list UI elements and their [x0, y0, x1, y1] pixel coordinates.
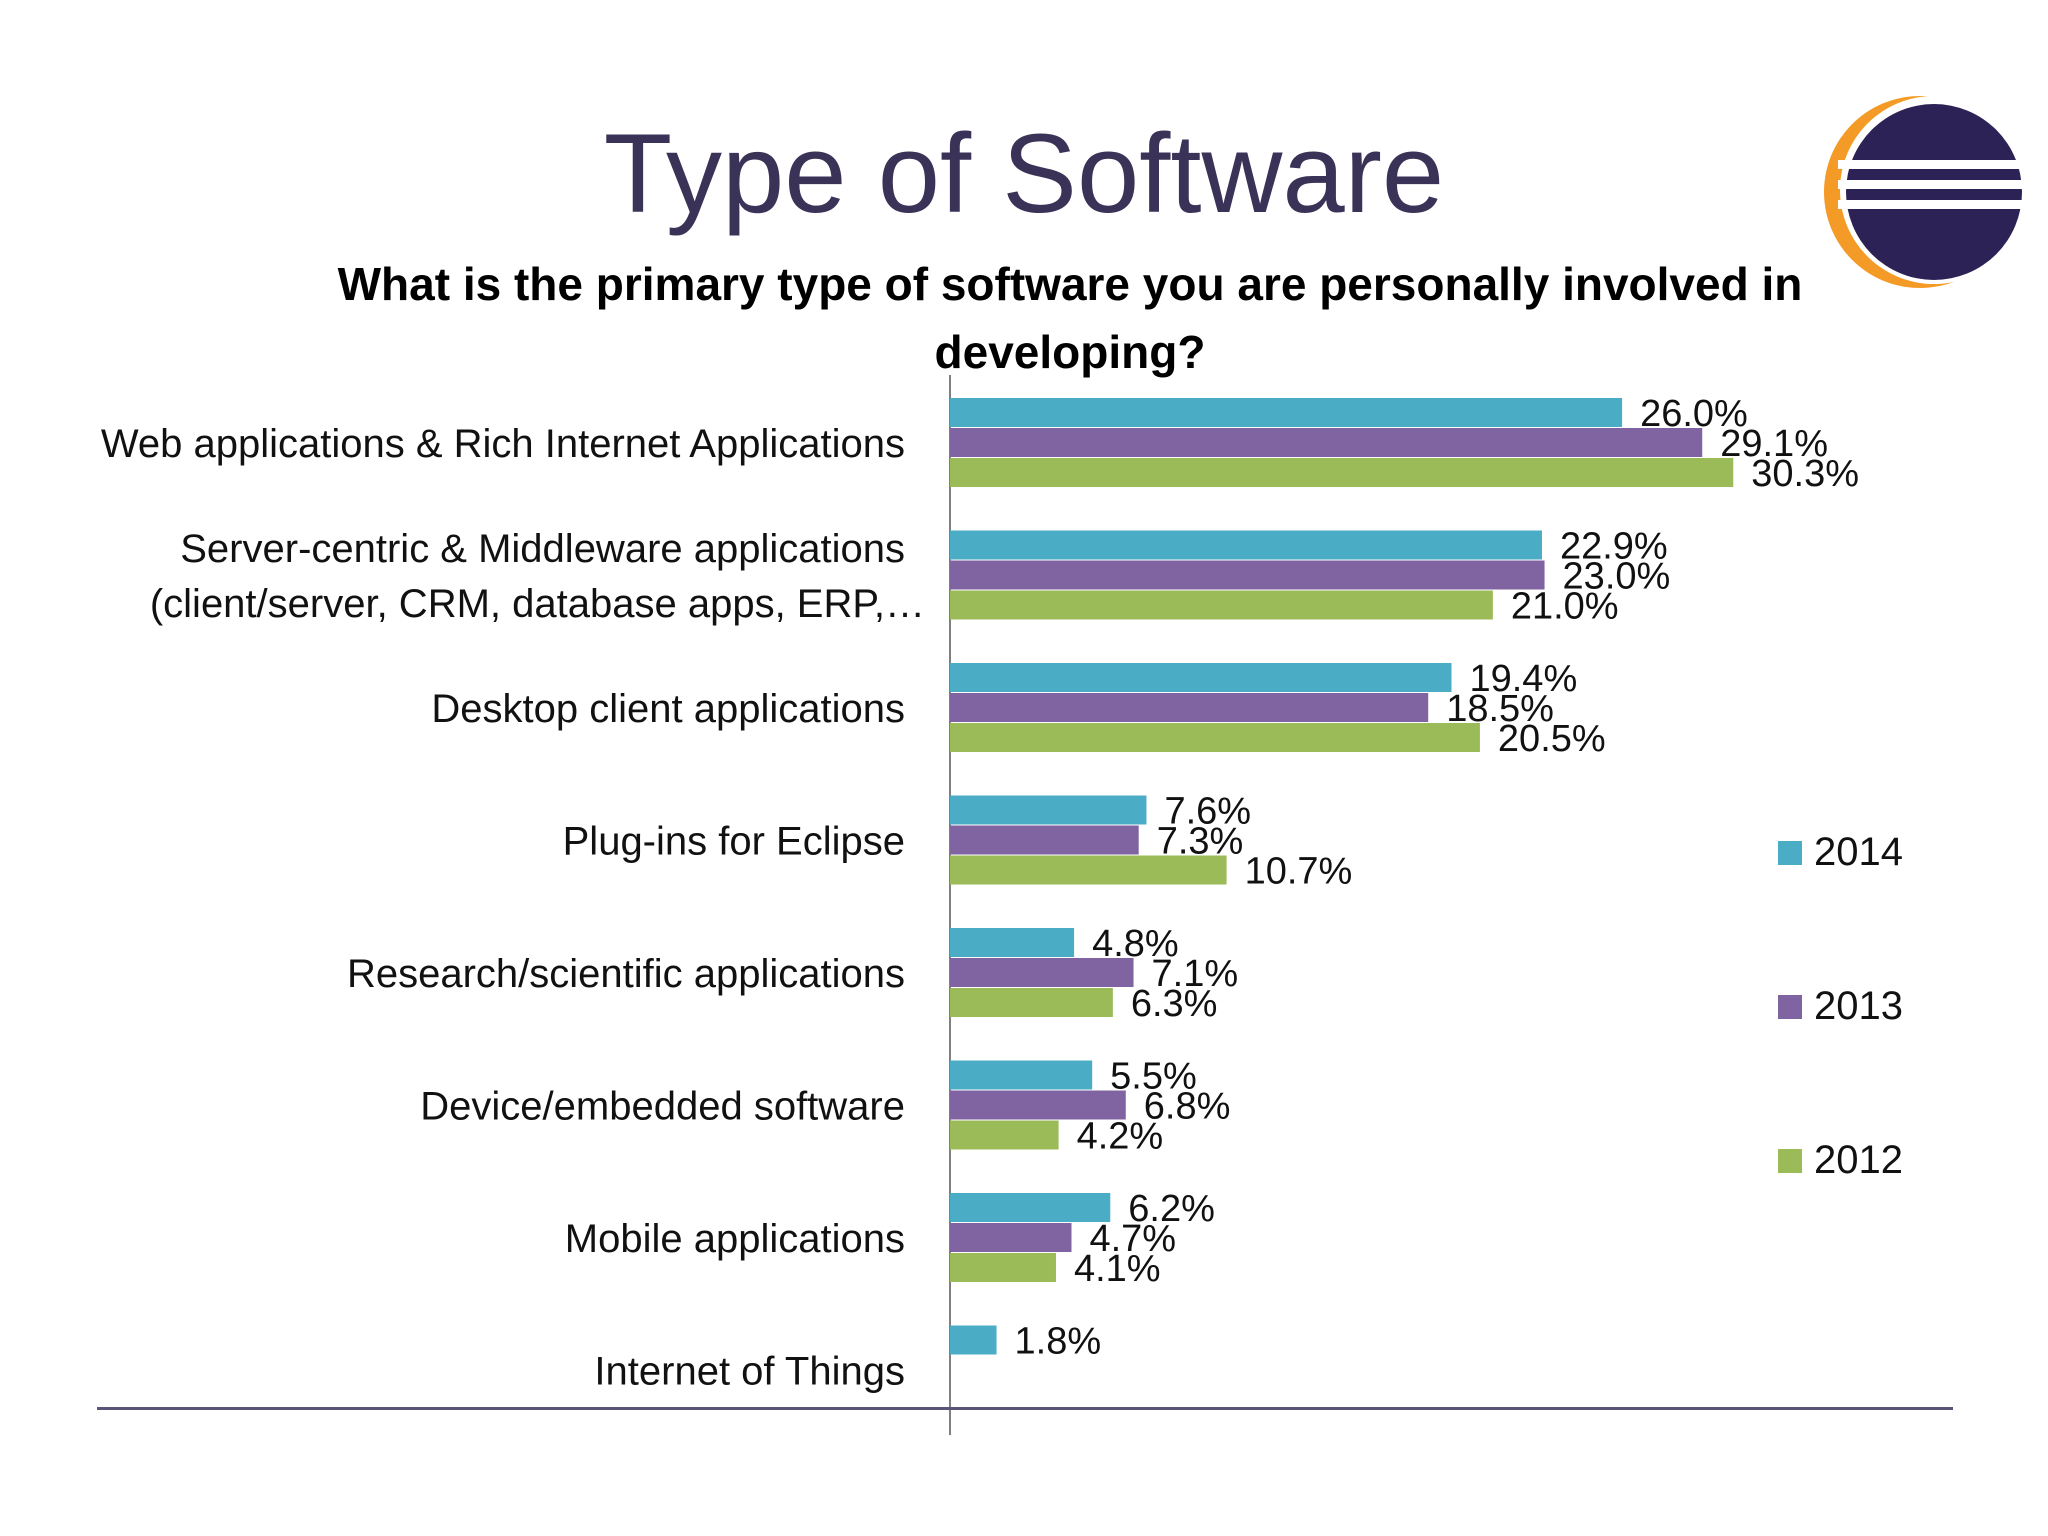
- data-label-2014: 1.8%: [1015, 1321, 1102, 1363]
- legend-label-2014: 2014: [1814, 830, 1903, 874]
- footer-rule: [97, 1407, 1953, 1410]
- legend-label-2013: 2013: [1814, 984, 1903, 1028]
- bar-2014: [950, 530, 1542, 560]
- data-label-2014: 6.2%: [1128, 1188, 1215, 1230]
- bar-2012: [950, 855, 1227, 885]
- data-label-2013: 7.1%: [1152, 953, 1239, 995]
- legend-swatch-2013: [1778, 994, 1802, 1019]
- bar-2013: [950, 1223, 1072, 1252]
- bar-2014: [950, 1193, 1111, 1222]
- legend-swatch-2012: [1778, 1148, 1802, 1173]
- category-label: Mobile applications: [565, 1217, 905, 1261]
- bar-2013: [950, 693, 1429, 722]
- category-label: Device/embedded software: [420, 1085, 905, 1129]
- bar-2013: [950, 428, 1703, 457]
- bar-2014: [950, 795, 1147, 825]
- bar-2013: [950, 560, 1545, 590]
- data-label-2014: 7.6%: [1164, 791, 1251, 833]
- bar-2012: [950, 590, 1493, 620]
- chart-question: What is the primary type of software you…: [337, 258, 1803, 378]
- data-label-2012: 30.3%: [1751, 453, 1859, 495]
- data-label-2012: 20.5%: [1498, 718, 1606, 760]
- bar-2013: [950, 958, 1134, 987]
- data-label-2013: 23.0%: [1563, 556, 1671, 598]
- category-label: Research/scientific applications: [347, 952, 905, 996]
- bar-2013: [950, 1090, 1126, 1120]
- bar-2012: [950, 1120, 1059, 1150]
- legend-swatch-2014: [1778, 840, 1802, 865]
- legend-item-2014: 2014: [1778, 830, 1903, 875]
- data-label-2013: 6.8%: [1144, 1086, 1231, 1128]
- category-label: Web applications & Rich Internet Applica…: [101, 422, 905, 466]
- category-label: Internet of Things: [594, 1350, 905, 1394]
- data-label-2012: 6.3%: [1131, 983, 1218, 1025]
- legend-item-2013: 2013: [1778, 984, 1903, 1029]
- bar-2013: [950, 825, 1139, 855]
- data-label-2013: 4.7%: [1089, 1218, 1176, 1260]
- bar-2014: [950, 398, 1623, 427]
- data-label-2012: 4.1%: [1074, 1248, 1161, 1290]
- bar-2014: [950, 1060, 1093, 1090]
- slide-title: Type of Software: [603, 111, 1445, 236]
- bar-2012: [950, 458, 1734, 487]
- legend-item-2012: 2012: [1778, 1138, 1903, 1183]
- bar-2012: [950, 1253, 1056, 1282]
- category-label: Server-centric & Middleware applications: [180, 527, 905, 571]
- bar-2012: [950, 988, 1113, 1017]
- data-label-2013: 29.1%: [1720, 423, 1828, 465]
- bar-2014: [950, 1325, 997, 1355]
- bar-2012: [950, 723, 1480, 752]
- bar-2014: [950, 928, 1075, 957]
- category-label: (client/server, CRM, database apps, ERP,…: [150, 582, 925, 626]
- data-label-2012: 21.0%: [1511, 586, 1619, 628]
- bar-2014: [950, 663, 1452, 692]
- eclipse-logo-icon: [1824, 96, 2028, 288]
- data-label-2012: 4.2%: [1077, 1116, 1164, 1158]
- data-label-2012: 10.7%: [1245, 851, 1353, 893]
- data-label-2014: 19.4%: [1469, 658, 1577, 700]
- category-label: Plug-ins for Eclipse: [563, 820, 905, 864]
- category-label: Desktop client applications: [431, 687, 905, 731]
- legend-label-2012: 2012: [1814, 1138, 1903, 1182]
- data-label-2014: 22.9%: [1560, 526, 1668, 568]
